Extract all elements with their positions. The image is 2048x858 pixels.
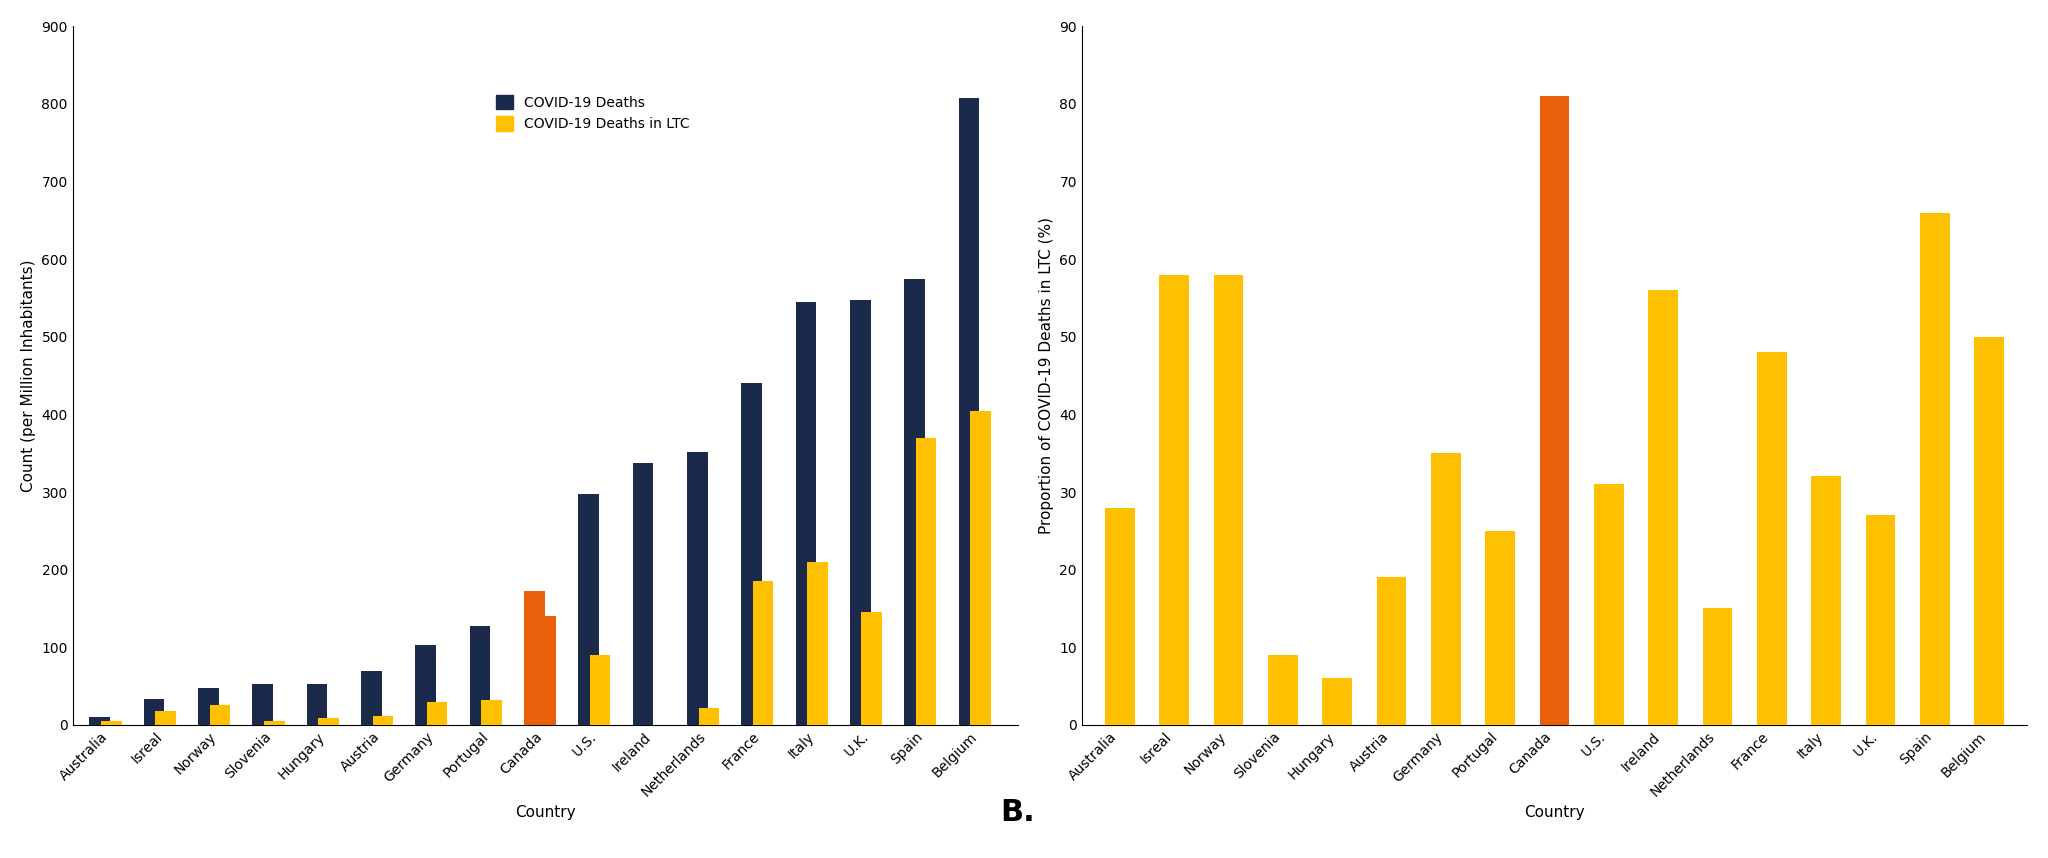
Bar [360,670,381,725]
Bar [850,299,870,725]
Bar [426,702,449,725]
Bar [1268,655,1298,725]
Bar [252,685,272,725]
Bar [915,438,936,725]
Bar [416,645,436,725]
Bar [1106,508,1135,725]
Bar [199,688,219,725]
Y-axis label: Proportion of COVID-19 Deaths in LTC (%): Proportion of COVID-19 Deaths in LTC (%) [1038,217,1055,534]
Text: B.: B. [999,798,1034,827]
Y-axis label: Count (per Million Inhabitants): Count (per Million Inhabitants) [20,259,35,492]
Bar [100,721,121,725]
Bar [807,562,827,725]
Bar [1159,275,1190,725]
Bar [1323,679,1352,725]
Bar [1757,353,1786,725]
X-axis label: Country: Country [1524,805,1585,820]
Bar [1376,577,1407,725]
Bar [469,625,489,725]
Bar [373,716,393,725]
X-axis label: Country: Country [514,805,575,820]
Bar [590,655,610,725]
Legend: COVID-19 Deaths, COVID-19 Deaths in LTC: COVID-19 Deaths, COVID-19 Deaths in LTC [489,89,694,136]
Bar [1702,608,1733,725]
Bar [971,410,991,725]
Bar [905,279,926,725]
Bar [862,613,883,725]
Bar [1214,275,1243,725]
Bar [958,98,979,725]
Bar [264,721,285,725]
Bar [797,302,817,725]
Bar [1540,96,1569,725]
Bar [209,705,229,725]
Bar [307,684,328,725]
Bar [1919,213,1950,725]
Bar [1485,531,1516,725]
Bar [481,700,502,725]
Bar [741,384,762,725]
Bar [1866,516,1894,725]
Bar [686,451,709,725]
Bar [698,708,719,725]
Bar [143,699,164,725]
Bar [578,494,600,725]
Bar [1974,337,2005,725]
Bar [524,590,545,725]
Bar [156,711,176,725]
Bar [1810,476,1841,725]
Bar [535,616,557,725]
Bar [1432,453,1460,725]
Bar [317,718,338,725]
Bar [90,717,111,725]
Bar [1593,484,1624,725]
Bar [754,581,774,725]
Bar [633,462,653,725]
Bar [1649,290,1677,725]
